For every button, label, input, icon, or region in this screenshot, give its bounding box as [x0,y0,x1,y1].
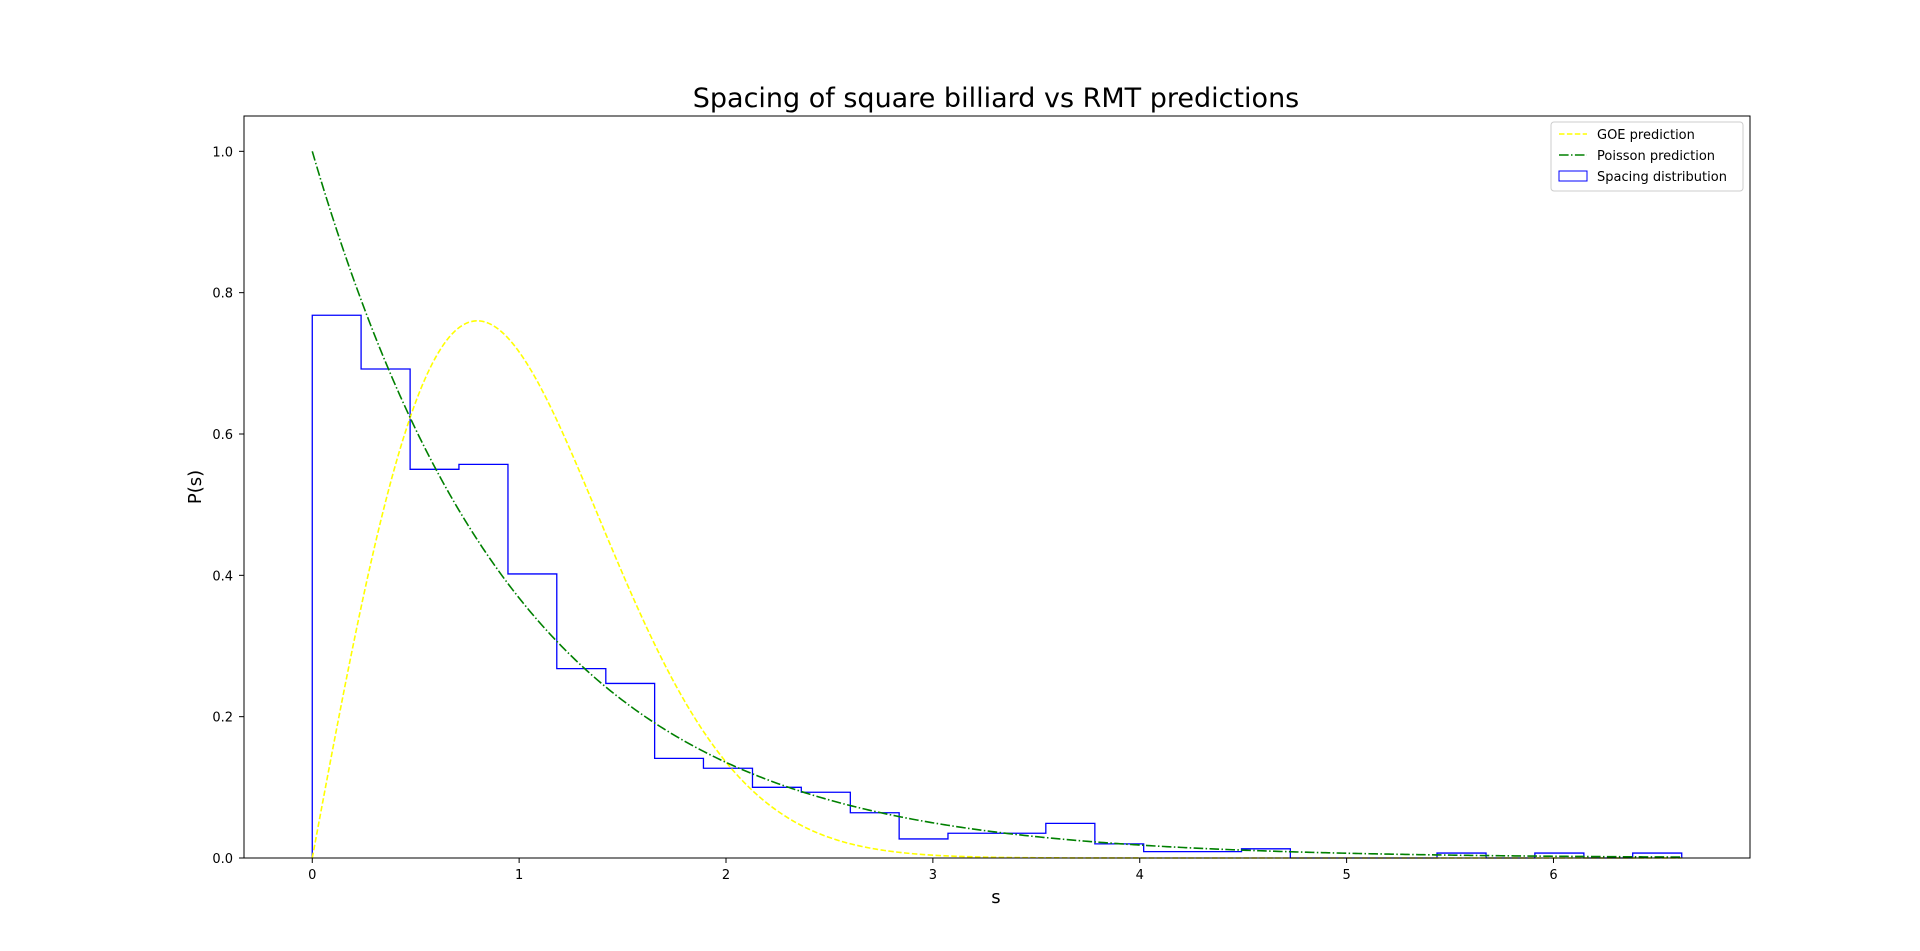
legend-box [1550,121,1744,192]
x-axis-label: s [991,887,1000,908]
x-tick-label: 2 [722,868,730,883]
x-axis: 0 1 2 3 4 5 6 [308,858,1558,883]
histogram-spacing-distribution [311,314,1683,859]
legend-poisson-label: Poisson prediction [1597,149,1715,164]
y-tick-label: 0.8 [212,287,233,302]
x-tick-label: 6 [1549,868,1557,883]
legend-goe-label: GOE prediction [1597,128,1695,143]
y-axis: 0.0 0.2 0.4 0.6 0.8 1.0 [212,145,244,867]
x-tick-label: 0 [308,868,316,883]
curve-poisson-prediction [311,151,1682,858]
legend: GOE prediction Poisson prediction Spacin… [1550,121,1744,192]
x-tick-label: 4 [1136,868,1144,883]
y-tick-label: 0.4 [212,569,233,584]
y-tick-label: 0.0 [212,852,233,867]
y-tick-label: 1.0 [212,145,233,160]
x-tick-label: 5 [1342,868,1350,883]
axes-frame [243,115,1751,859]
y-axis-label: P(s) [185,470,206,504]
plot-area [311,151,1683,859]
legend-spacing-patch [1558,170,1588,182]
x-tick-label: 1 [515,868,523,883]
y-tick-label: 0.2 [212,711,233,726]
x-tick-label: 3 [929,868,937,883]
legend-spacing-label: Spacing distribution [1597,170,1727,185]
curve-goe-prediction [311,320,1682,859]
y-tick-label: 0.6 [212,428,233,443]
chart-title: Spacing of square billiard vs RMT predic… [693,83,1300,114]
